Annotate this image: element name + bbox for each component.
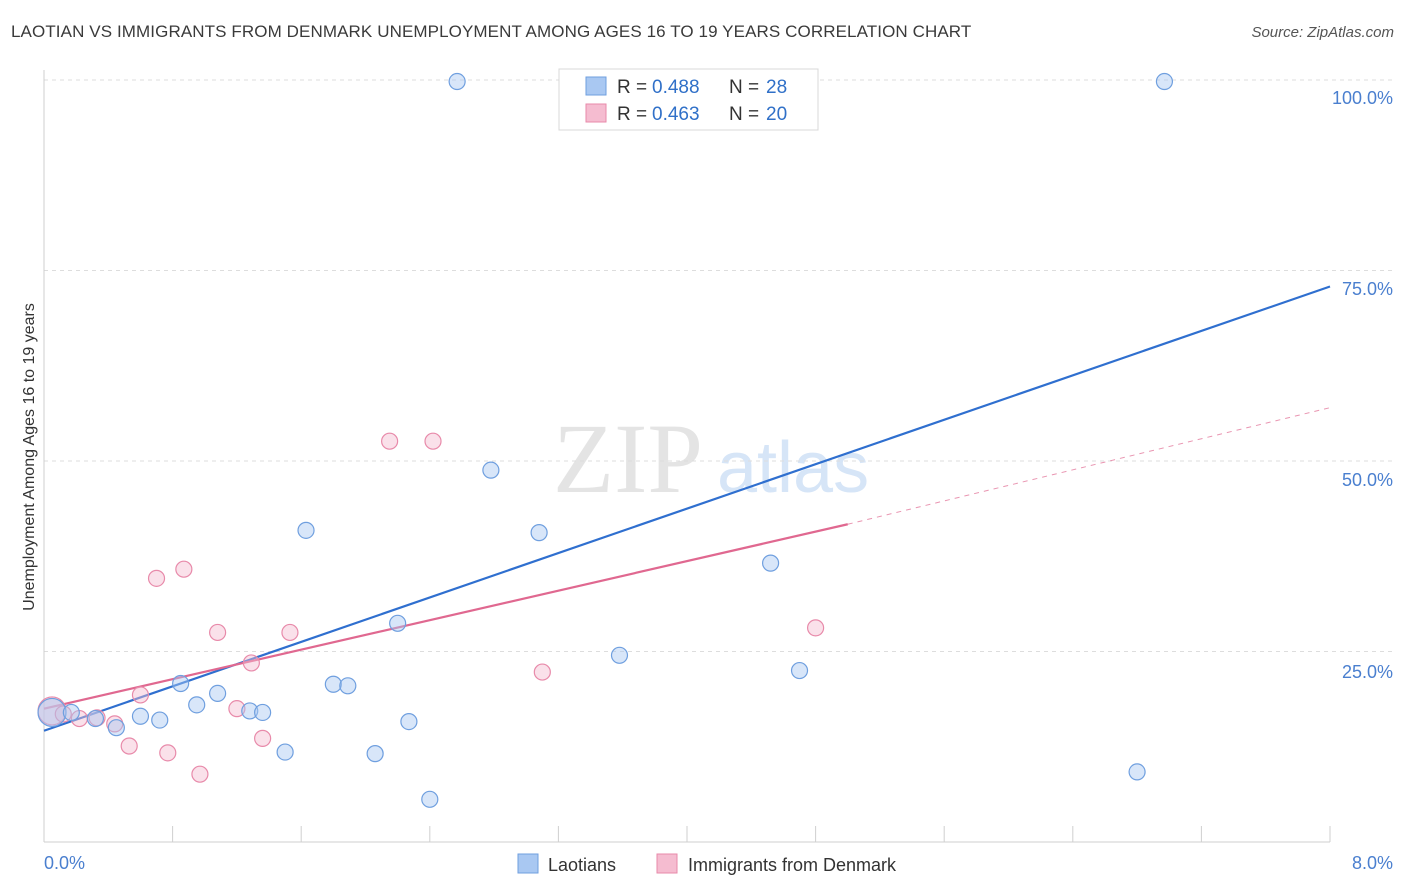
laotians-point bbox=[482, 461, 500, 479]
laotians-point bbox=[610, 646, 629, 664]
trend-line-denmark-extension bbox=[847, 407, 1331, 525]
denmark-point bbox=[131, 686, 150, 704]
laotians-point bbox=[151, 711, 169, 729]
stats-n-label-laotians: N = bbox=[729, 77, 759, 98]
laotians-point bbox=[400, 713, 418, 731]
trend-line-laotians bbox=[43, 285, 1331, 732]
denmark-point bbox=[209, 623, 227, 642]
laotians-point bbox=[790, 661, 809, 680]
legend-swatch-laotians bbox=[517, 853, 539, 874]
laotians-point bbox=[241, 702, 259, 720]
stats-n-value-denmark: 20 bbox=[766, 104, 787, 125]
laotians-point bbox=[62, 703, 80, 722]
laotians-point bbox=[254, 703, 272, 722]
y-tick-label-25: 25.0% bbox=[1342, 662, 1393, 682]
laotians-point bbox=[209, 684, 227, 703]
laotians-point bbox=[339, 677, 357, 695]
denmark-point bbox=[159, 744, 177, 762]
laotians-point bbox=[276, 743, 294, 761]
stats-n-value-laotians: 28 bbox=[766, 77, 787, 98]
legend-swatch-denmark bbox=[656, 853, 678, 874]
chart-title: LAOTIAN VS IMMIGRANTS FROM DENMARK UNEMP… bbox=[11, 22, 972, 41]
y-tick-label-50: 50.0% bbox=[1342, 470, 1393, 490]
denmark-point bbox=[281, 623, 299, 642]
x-tick-label-min: 0.0% bbox=[44, 853, 85, 873]
trend-lines bbox=[43, 285, 1331, 732]
stats-box: R = 0.488 N = 28 R = 0.463 N = 20 bbox=[558, 68, 819, 131]
y-axis-label: Unemployment Among Ages 16 to 19 years bbox=[21, 303, 38, 611]
stats-r-value-denmark: 0.463 bbox=[652, 104, 700, 125]
denmark-point bbox=[88, 709, 106, 727]
laotians-point bbox=[324, 675, 342, 693]
y-tick-label-75: 75.0% bbox=[1342, 279, 1393, 299]
laotians-point bbox=[389, 614, 407, 632]
legend-label-laotians: Laotians bbox=[548, 855, 616, 875]
legend: Laotians Immigrants from Denmark bbox=[517, 853, 897, 875]
laotians-point bbox=[297, 521, 315, 539]
laotians-point bbox=[530, 524, 548, 542]
laotians-point bbox=[131, 707, 150, 725]
watermark-atlas: atlas bbox=[717, 428, 869, 508]
denmark-point bbox=[806, 619, 825, 637]
gridlines bbox=[44, 79, 1392, 652]
denmark-point bbox=[191, 765, 209, 783]
stats-swatch-denmark bbox=[585, 103, 607, 123]
stats-r-label-denmark: R = bbox=[617, 104, 647, 125]
laotians-point bbox=[1128, 763, 1146, 781]
stats-n-label-denmark: N = bbox=[729, 104, 759, 125]
stats-r-value-laotians: 0.488 bbox=[652, 77, 700, 98]
laotians-point bbox=[448, 72, 466, 91]
denmark-point bbox=[228, 700, 246, 718]
legend-label-denmark: Immigrants from Denmark bbox=[688, 855, 897, 875]
denmark-point bbox=[147, 569, 166, 587]
denmark-point bbox=[254, 729, 272, 747]
denmark-point bbox=[381, 432, 399, 450]
laotians-point bbox=[421, 790, 439, 808]
stats-r-label-laotians: R = bbox=[617, 77, 647, 98]
denmark-point bbox=[533, 663, 551, 681]
laotians-point bbox=[107, 719, 125, 737]
laotians-point bbox=[86, 709, 105, 728]
laotians-point bbox=[366, 745, 384, 763]
watermark-zip: ZIP bbox=[553, 403, 703, 514]
laotians-point bbox=[37, 697, 67, 728]
trend-line-denmark bbox=[43, 523, 848, 710]
denmark-point bbox=[242, 654, 260, 672]
laotians-point bbox=[1155, 72, 1174, 91]
data-points bbox=[37, 72, 1174, 808]
x-ticks bbox=[43, 826, 1331, 842]
x-tick-label-max: 8.0% bbox=[1352, 853, 1393, 873]
y-tick-label-100: 100.0% bbox=[1332, 88, 1393, 108]
stats-swatch-laotians bbox=[585, 76, 607, 96]
source-credit: Source: ZipAtlas.com bbox=[1251, 24, 1394, 41]
denmark-point bbox=[120, 737, 138, 755]
denmark-point bbox=[175, 560, 193, 578]
laotians-point bbox=[188, 696, 206, 714]
laotians-point bbox=[761, 554, 780, 572]
denmark-point bbox=[424, 432, 442, 450]
laotians-point bbox=[172, 674, 190, 693]
